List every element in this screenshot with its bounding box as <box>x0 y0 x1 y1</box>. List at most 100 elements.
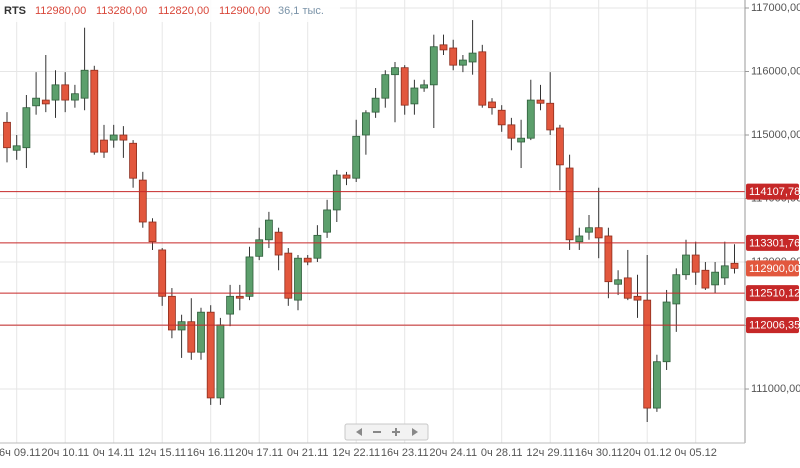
candle-body <box>51 84 60 101</box>
candle-body <box>3 121 11 149</box>
candle-body <box>585 227 593 233</box>
candle-body <box>429 46 438 86</box>
candle-body <box>274 231 283 256</box>
candle-body <box>565 167 574 241</box>
x-tick-label: 16ч 09.11 <box>0 447 41 459</box>
candle-body <box>197 311 205 353</box>
candle-body <box>303 257 312 263</box>
candle-body <box>623 277 632 299</box>
candle-body <box>32 97 40 107</box>
candle-body <box>294 257 302 301</box>
candle-body <box>526 99 535 139</box>
candle-body <box>701 269 710 289</box>
x-tick-label: 0ч 14.11 <box>93 447 135 459</box>
candle-body <box>381 74 390 99</box>
scroll-left[interactable] <box>356 428 362 436</box>
candle-body <box>129 142 138 179</box>
candle-body <box>633 295 642 301</box>
level-tag <box>746 234 799 251</box>
candle-body <box>226 295 235 315</box>
level-tag <box>746 317 799 334</box>
last-price-label: 112900,00 <box>749 263 800 275</box>
candle-body <box>594 227 603 239</box>
y-tick-label: 117000,00 <box>751 2 800 14</box>
x-tick-label: 12ч 22.11 <box>332 447 380 459</box>
candle-body <box>458 59 467 66</box>
candle-body <box>90 69 99 153</box>
candle-body <box>323 209 332 233</box>
candle-body <box>488 101 496 109</box>
candle-body <box>410 87 419 105</box>
candle-body <box>119 134 128 141</box>
x-tick-label: 12ч 29.11 <box>526 447 574 459</box>
y-tick-label: 111000,00 <box>751 383 800 395</box>
candle-body <box>497 109 506 126</box>
symbol: RTS <box>4 5 26 17</box>
candle-body <box>439 44 448 51</box>
candle-body <box>138 179 147 223</box>
level-label: 112006,35 <box>749 320 800 332</box>
candle-body <box>400 67 409 106</box>
y-tick-label: 115000,00 <box>751 129 800 141</box>
candle-body <box>536 99 545 104</box>
x-tick-label: 0ч 21.11 <box>287 447 329 459</box>
level-tag <box>746 183 799 200</box>
candle-body <box>730 262 739 269</box>
candle-body <box>22 107 31 149</box>
candle-body <box>672 274 681 305</box>
candle-body <box>313 234 322 259</box>
quote-high: 113280,00 <box>96 5 147 17</box>
candle-body <box>158 249 167 297</box>
scroll-right[interactable] <box>412 428 418 436</box>
candle-body <box>653 361 661 409</box>
candle-body <box>80 69 89 99</box>
candle-body <box>517 137 525 143</box>
x-tick-label: 16ч 16.11 <box>187 447 235 459</box>
y-tick-label: 116000,00 <box>751 65 800 77</box>
candle-body <box>420 84 429 89</box>
level-label: 114107,78 <box>749 186 800 198</box>
x-tick-label: 20ч 17.11 <box>235 447 283 459</box>
candle-body <box>391 67 399 76</box>
candle-body <box>235 295 244 299</box>
x-tick-label: 20ч 10.11 <box>41 447 89 459</box>
candle-body <box>468 52 477 63</box>
candle-body <box>109 134 118 141</box>
candle-body <box>604 235 613 283</box>
x-tick-label: 16ч 30.11 <box>575 447 623 459</box>
candle-body <box>614 279 622 285</box>
x-tick-label: 16ч 23.11 <box>381 447 429 459</box>
x-tick-label: 12ч 15.11 <box>138 447 186 459</box>
last-price-tag <box>746 260 799 277</box>
level-tag <box>746 285 799 302</box>
zoom-in[interactable] <box>392 428 400 436</box>
candle-body <box>61 84 70 101</box>
quote-close: 112900,00 <box>219 5 270 17</box>
navigator <box>344 423 429 441</box>
candle-body <box>352 135 361 179</box>
candle-body <box>245 256 254 297</box>
candle-body <box>449 47 458 66</box>
candle-body <box>507 124 516 139</box>
candle-body <box>662 301 671 363</box>
candle-body <box>167 295 176 331</box>
candle-body <box>177 321 186 331</box>
candle-body <box>100 139 108 153</box>
candle-body <box>720 265 729 279</box>
volume: 36,1 тыс. <box>278 5 324 17</box>
quote-open: 112980,00 <box>35 5 86 17</box>
candle-body <box>342 174 351 179</box>
level-label: 113301,76 <box>749 237 800 249</box>
x-tick-label: 0ч 28.11 <box>481 447 523 459</box>
x-tick-label: 20ч 01.12 <box>623 447 672 459</box>
candle-body <box>216 324 225 399</box>
candle-body <box>264 219 273 241</box>
x-tick-label: 20ч 24.11 <box>429 447 477 459</box>
level-label: 112510,12 <box>749 288 800 300</box>
header-bg <box>0 0 340 22</box>
candle-body <box>12 145 21 151</box>
